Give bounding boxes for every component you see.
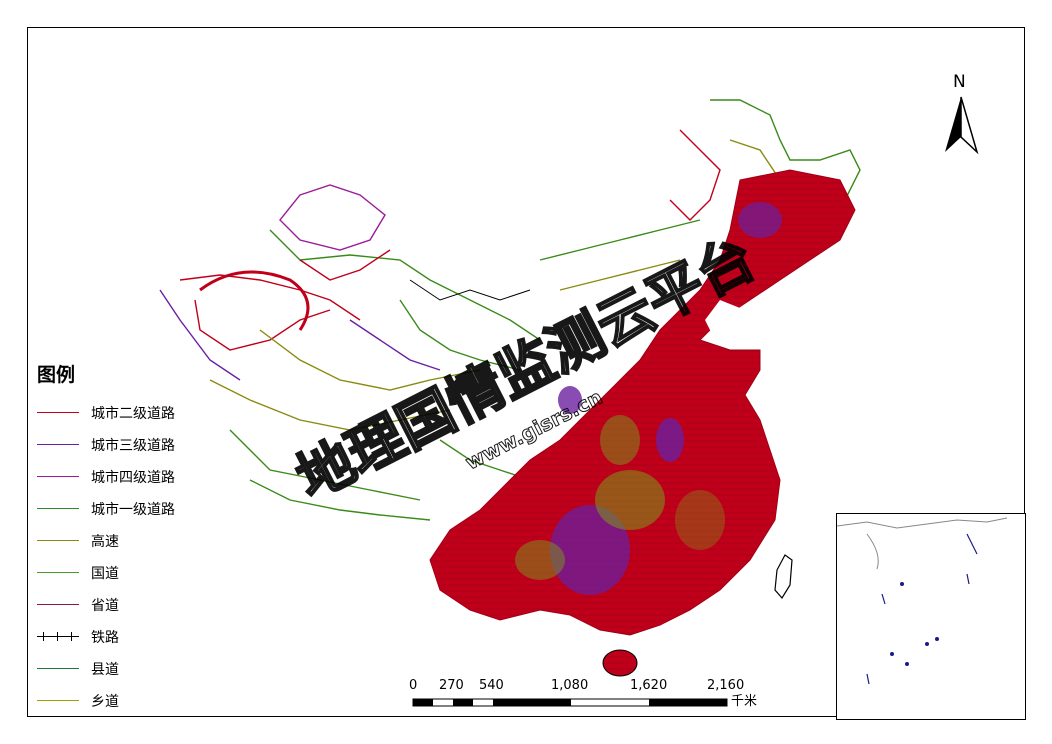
legend-item: 城市四级道路	[37, 461, 175, 493]
taiwan-island	[774, 554, 793, 600]
map-frame	[27, 27, 1025, 717]
legend: 图例 城市二级道路 城市三级道路 城市四级道路 城市一级道路 高速国道省道铁路县道乡道	[37, 360, 175, 717]
road-line-icon	[37, 567, 79, 579]
south-china-sea-inset	[836, 513, 1026, 720]
scale-unit: 千米	[731, 694, 758, 709]
legend-item: 城市一级道路	[37, 493, 175, 525]
legend-item: 高速	[37, 525, 175, 557]
railway-line-icon	[37, 631, 79, 643]
scale-label-1620: 1,620	[630, 678, 668, 693]
scale-label-1080: 1,080	[551, 678, 589, 693]
legend-item-label: 县道	[91, 662, 119, 678]
legend-item-label: 城市一级道路	[91, 502, 175, 518]
scale-label-0: 0	[409, 678, 418, 693]
legend-item: 乡道	[37, 685, 175, 717]
eastern-dense-network	[429, 169, 856, 636]
legend-item-label: 高速	[91, 534, 119, 550]
scale-label-270: 270	[439, 678, 464, 693]
western-road-network	[159, 184, 701, 521]
legend-item: 铁路	[37, 621, 175, 653]
road-line-icon	[37, 663, 79, 675]
legend-item: 城市三级道路	[37, 429, 175, 461]
legend-item: 国道	[37, 557, 175, 589]
scale-label-540: 540	[479, 678, 504, 693]
legend-item-label: 乡道	[91, 694, 119, 710]
bohai-sea	[705, 300, 750, 345]
legend-item-label: 城市四级道路	[91, 470, 175, 486]
legend-item-label: 铁路	[91, 630, 119, 646]
north-arrow-icon	[945, 96, 979, 155]
inset-map	[836, 517, 1008, 685]
secondary-road-patches	[515, 202, 782, 595]
road-line-icon	[37, 503, 79, 515]
scale-bar	[412, 698, 728, 707]
road-line-icon	[37, 407, 79, 419]
legend-item: 城市二级道路	[37, 397, 175, 429]
road-line-icon	[37, 535, 79, 547]
road-line-icon	[37, 471, 79, 483]
legend-title: 图例	[37, 364, 76, 386]
road-line-icon	[37, 599, 79, 611]
legend-item: 省道	[37, 589, 175, 621]
legend-item-label: 省道	[91, 598, 119, 614]
legend-items: 城市二级道路 城市三级道路 城市四级道路 城市一级道路 高速国道省道铁路县道乡道	[37, 397, 175, 717]
road-line-icon	[37, 695, 79, 707]
road-line-icon	[37, 439, 79, 451]
hainan-island	[602, 649, 638, 677]
north-label: N	[953, 72, 966, 92]
legend-item-label: 国道	[91, 566, 119, 582]
legend-item-label: 城市二级道路	[91, 406, 175, 422]
legend-item: 县道	[37, 653, 175, 685]
legend-item-label: 城市三级道路	[91, 438, 175, 454]
scale-label-2160: 2,160	[707, 678, 745, 693]
